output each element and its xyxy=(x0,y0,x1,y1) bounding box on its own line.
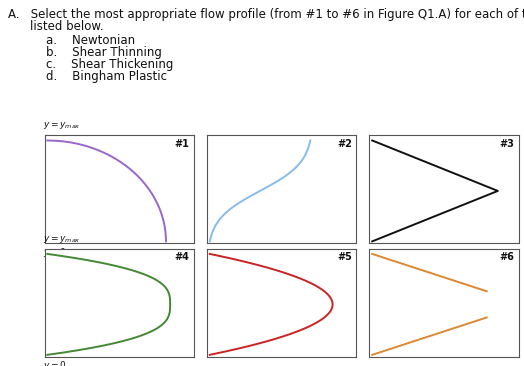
Text: #2: #2 xyxy=(337,139,352,149)
Text: $y = y_{max}$: $y = y_{max}$ xyxy=(43,120,81,131)
Text: $y = 0$: $y = 0$ xyxy=(43,246,67,258)
Text: #4: #4 xyxy=(174,252,189,262)
Text: a.    Newtonian: a. Newtonian xyxy=(46,34,135,47)
Text: A.   Select the most appropriate flow profile (from #1 to #6 in Figure Q1.A) for: A. Select the most appropriate flow prof… xyxy=(8,8,524,21)
Text: #3: #3 xyxy=(499,139,514,149)
Text: listed below.: listed below. xyxy=(30,20,104,33)
Text: b.    Shear Thinning: b. Shear Thinning xyxy=(46,46,162,59)
Text: #1: #1 xyxy=(174,139,189,149)
Text: #5: #5 xyxy=(337,252,352,262)
Text: d.    Bingham Plastic: d. Bingham Plastic xyxy=(46,70,167,83)
Text: $y = y_{max}$: $y = y_{max}$ xyxy=(43,234,81,244)
Text: #6: #6 xyxy=(499,252,514,262)
Text: c.    Shear Thickening: c. Shear Thickening xyxy=(46,58,173,71)
Text: $y = 0$: $y = 0$ xyxy=(43,359,67,366)
